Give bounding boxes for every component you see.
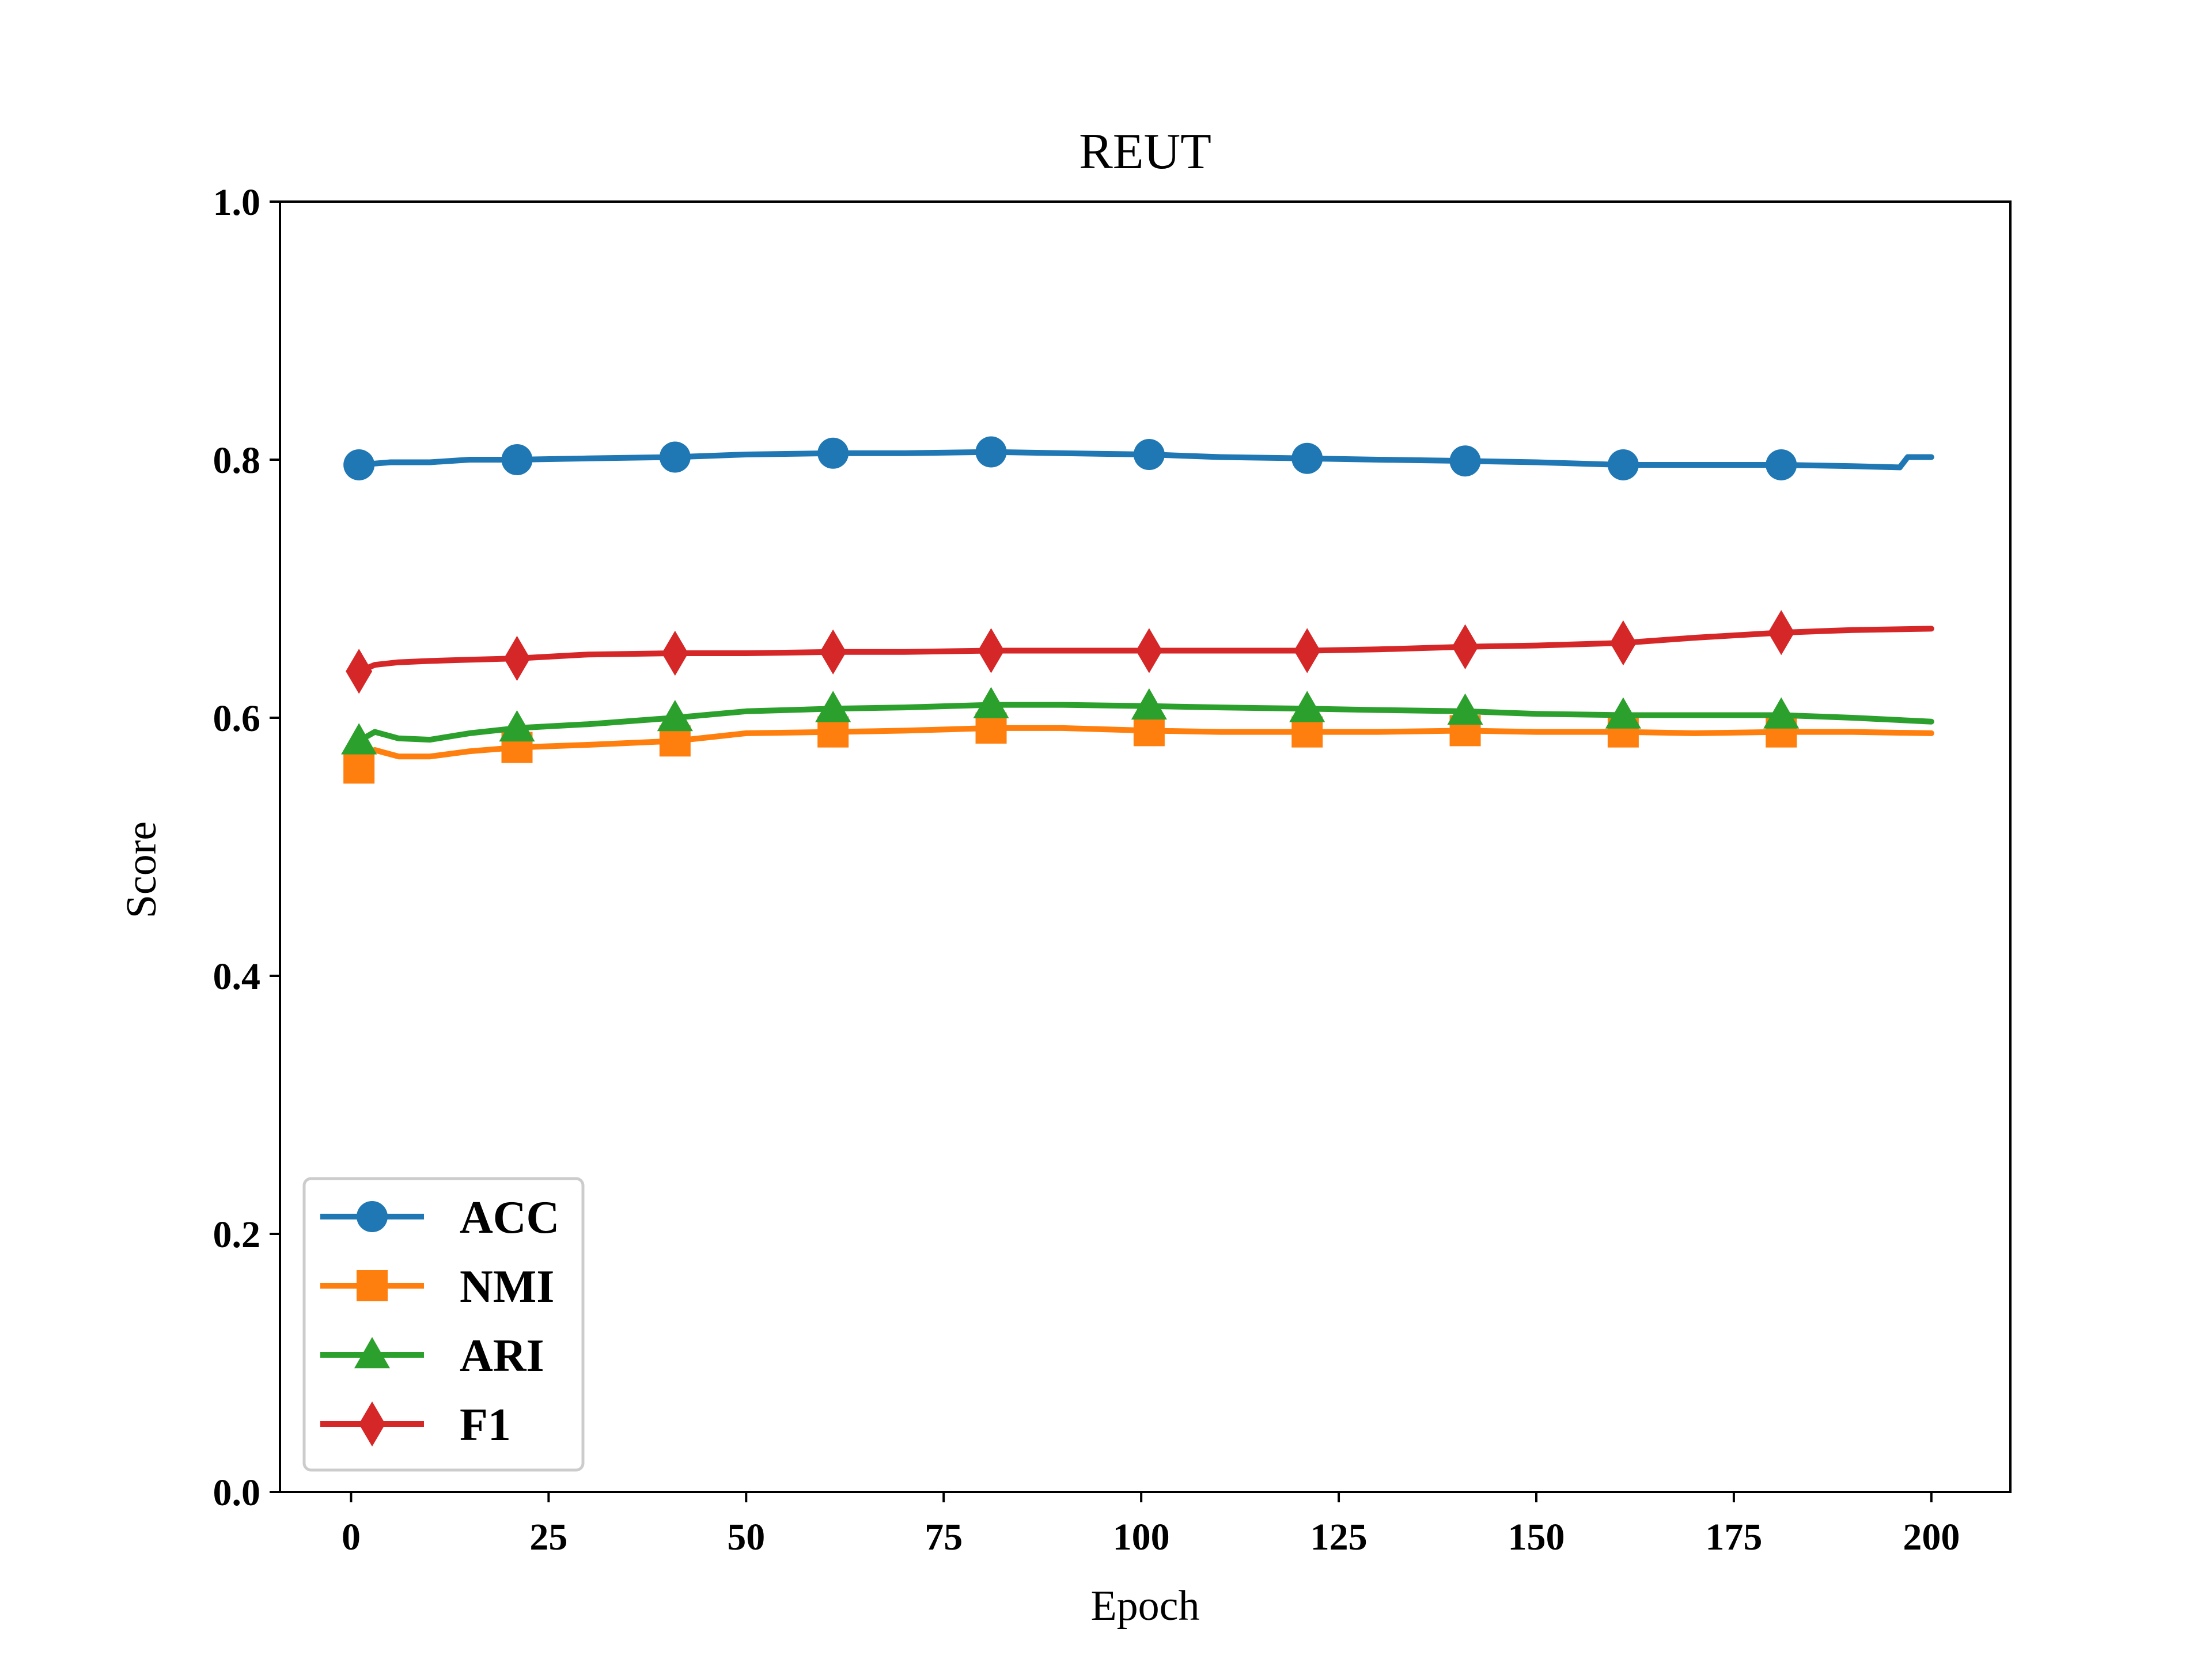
x-tick-label: 100 [1113, 1516, 1170, 1558]
series-group [341, 436, 1934, 784]
y-tick-label: 0.4 [213, 956, 261, 998]
data-point-f1 [1609, 620, 1637, 666]
y-tick-label: 0.8 [213, 440, 261, 482]
data-point-f1 [1768, 610, 1795, 656]
legend-item-ari: ARI [320, 1331, 544, 1381]
x-tick-label: 0 [342, 1516, 361, 1558]
legend: ACC NMI ARI F1 [302, 1177, 585, 1472]
x-tick-label: 200 [1903, 1516, 1960, 1558]
legend-label-ari: ARI [460, 1331, 544, 1381]
data-point-f1 [1135, 628, 1162, 673]
data-point-f1 [503, 635, 531, 681]
series-f1 [346, 610, 1934, 694]
data-point-f1 [820, 629, 847, 675]
y-tick-label: 1.0 [213, 181, 261, 224]
data-point-ari [1289, 691, 1325, 722]
legend-item-f1: F1 [320, 1400, 511, 1450]
data-point-ari [341, 723, 377, 755]
data-point-ari [815, 691, 851, 722]
legend-label-nmi: NMI [460, 1262, 554, 1312]
y-tick-label: 0.2 [213, 1214, 261, 1256]
data-point-acc [975, 436, 1007, 468]
data-point-f1 [346, 649, 373, 694]
series-ari [341, 687, 1934, 755]
data-point-ari [1763, 697, 1800, 729]
y-tick-label: 0.6 [213, 698, 261, 740]
data-point-ari [1605, 697, 1641, 729]
chart-title: REUT [1079, 124, 1211, 180]
data-point-acc [1291, 442, 1323, 474]
data-point-acc [1449, 445, 1481, 477]
data-point-ari [499, 710, 535, 742]
legend-marker-ari [354, 1336, 391, 1369]
data-point-acc [343, 449, 375, 480]
series-acc [343, 436, 1934, 480]
data-point-acc [1133, 439, 1165, 471]
legend-item-acc: ACC [320, 1192, 559, 1243]
x-tick-label: 25 [529, 1516, 567, 1558]
data-point-acc [1766, 449, 1797, 480]
legend-label-acc: ACC [460, 1192, 559, 1243]
y-tick-label: 0.0 [213, 1472, 261, 1514]
legend-marker-f1 [359, 1401, 385, 1447]
data-point-f1 [1452, 624, 1479, 669]
data-point-ari [973, 687, 1009, 718]
x-axis-ticks: 0 25 50 75 100 125 150 175 200 [342, 1492, 1960, 1558]
data-point-acc [817, 437, 849, 469]
x-tick-label: 75 [925, 1516, 963, 1558]
data-point-f1 [978, 628, 1005, 673]
data-point-acc [501, 444, 533, 475]
x-axis-label: Epoch [1090, 1582, 1199, 1630]
x-tick-label: 125 [1310, 1516, 1368, 1558]
legend-marker-nmi [357, 1270, 388, 1301]
data-point-acc [1607, 449, 1639, 480]
y-axis-ticks: 0.0 0.2 0.4 0.6 0.8 1.0 [213, 181, 280, 1514]
legend-label-f1: F1 [460, 1400, 511, 1450]
data-point-nmi [1133, 715, 1165, 747]
data-point-nmi [343, 752, 375, 784]
data-point-ari [657, 699, 693, 732]
x-tick-label: 50 [727, 1516, 765, 1558]
legend-marker-acc [357, 1201, 388, 1232]
data-point-acc [659, 441, 691, 473]
data-point-ari [1447, 693, 1483, 725]
series-line-ari [356, 702, 1934, 744]
data-point-ari [1131, 688, 1167, 720]
x-tick-label: 150 [1508, 1516, 1565, 1558]
y-axis-label: Score [118, 821, 165, 919]
axes-frame [279, 200, 2012, 1493]
plot-area: 0 25 50 75 100 125 150 175 200 0.0 0.2 0.4 0.6 0.8 1.0… [213, 181, 2012, 1558]
data-point-f1 [661, 630, 688, 676]
data-point-f1 [1294, 628, 1321, 673]
legend-box [302, 1177, 585, 1472]
x-tick-label: 175 [1705, 1516, 1762, 1558]
legend-item-nmi: NMI [320, 1262, 554, 1312]
